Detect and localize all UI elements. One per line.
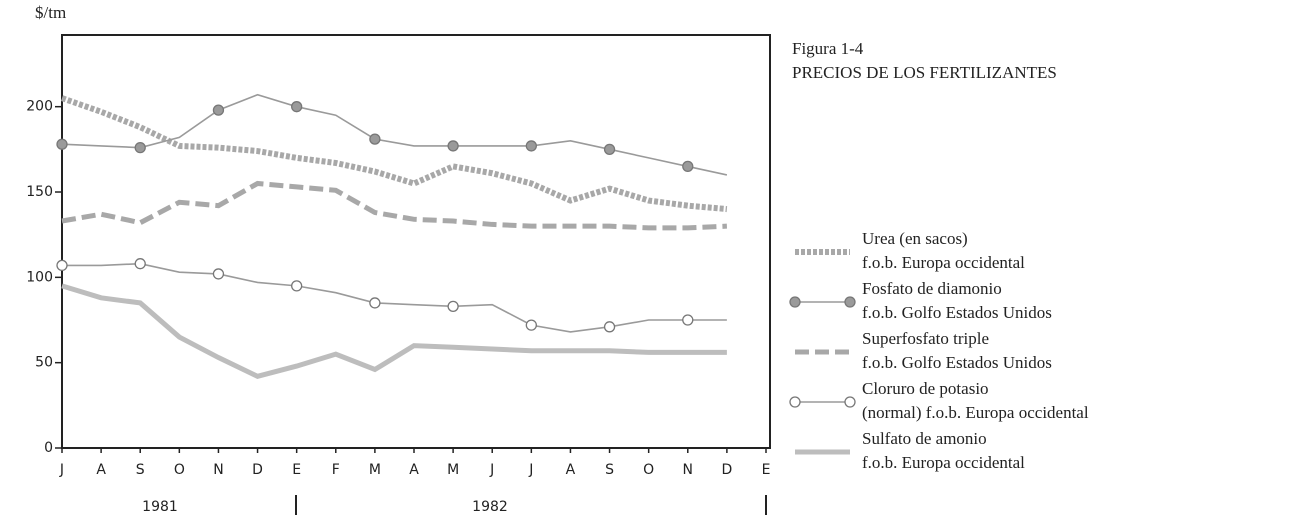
point-marker	[56, 259, 68, 272]
x-tick-label: E	[292, 462, 301, 478]
x-tick-label: F	[332, 462, 340, 478]
x-tick-label: A	[96, 462, 106, 478]
legend-label: Superfosfato triple	[862, 329, 989, 348]
point-marker	[369, 133, 381, 145]
series-line	[61, 93, 728, 176]
point-marker	[212, 268, 225, 280]
point-marker	[447, 300, 459, 313]
point-marker	[291, 280, 303, 292]
x-tick-label: J	[489, 462, 494, 478]
legend-sublabel: f.o.b. Golfo Estados Unidos	[862, 353, 1052, 372]
y-axis-label: $/tm	[35, 3, 66, 22]
chart-subtitle: PRECIOS DE LOS FERTILIZANTES	[792, 63, 1057, 82]
chart-title: Figura 1-4	[792, 39, 864, 58]
x-tick-label: D	[252, 462, 263, 478]
point-marker	[603, 143, 616, 155]
point-marker	[369, 297, 381, 309]
series-line	[62, 262, 727, 333]
x-tick-label: S	[136, 462, 145, 478]
legend-label: Cloruro de potasio	[862, 379, 989, 398]
legend-marker	[844, 396, 856, 408]
y-tick-label: 50	[35, 355, 53, 371]
point-marker	[134, 141, 146, 154]
x-tick-label: E	[762, 462, 771, 478]
plot-frame	[61, 34, 771, 449]
legend-sublabel: f.o.b. Golfo Estados Unidos	[862, 303, 1052, 322]
legend-label: Sulfato de amonio	[862, 429, 987, 448]
point-marker	[682, 314, 694, 326]
series-line	[61, 180, 727, 231]
point-marker	[212, 104, 225, 116]
x-tick-label: J	[59, 462, 64, 478]
point-marker	[134, 258, 146, 270]
x-tick-label: N	[683, 462, 693, 478]
x-tick-label: J	[528, 462, 533, 478]
x-tick-label: M	[447, 462, 459, 478]
x-tick-label: O	[174, 462, 185, 478]
x-tick-label: A	[409, 462, 419, 478]
point-marker	[447, 140, 459, 152]
point-marker	[291, 101, 303, 113]
year-label: 1982	[472, 499, 508, 515]
point-marker	[525, 319, 537, 331]
point-marker	[682, 160, 694, 173]
x-tick-label: O	[643, 462, 654, 478]
legend-sublabel: f.o.b. Europa occidental	[862, 253, 1025, 272]
x-tick-label: A	[566, 462, 576, 478]
series-line	[61, 283, 727, 379]
y-tick-label: 200	[26, 99, 53, 115]
legend-label: Fosfato de diamonio	[862, 279, 1002, 298]
y-tick-label: 100	[26, 269, 53, 285]
legend-marker	[789, 296, 801, 308]
x-tick-label: N	[213, 462, 223, 478]
x-tick-label: M	[369, 462, 381, 478]
point-marker	[525, 140, 537, 152]
y-tick-label: 0	[44, 440, 53, 456]
series-line	[61, 95, 728, 213]
year-label: 1981	[142, 499, 178, 515]
point-marker	[56, 138, 68, 150]
point-marker	[603, 321, 616, 333]
legend-sublabel: (normal) f.o.b. Europa occidental	[862, 403, 1089, 422]
x-tick-label: D	[721, 462, 732, 478]
legend-marker	[844, 296, 856, 308]
x-tick-label: S	[605, 462, 614, 478]
legend-marker	[789, 396, 801, 408]
legend-sublabel: f.o.b. Europa occidental	[862, 453, 1025, 472]
legend-label: Urea (en sacos)	[862, 229, 968, 248]
y-tick-label: 150	[26, 184, 53, 200]
